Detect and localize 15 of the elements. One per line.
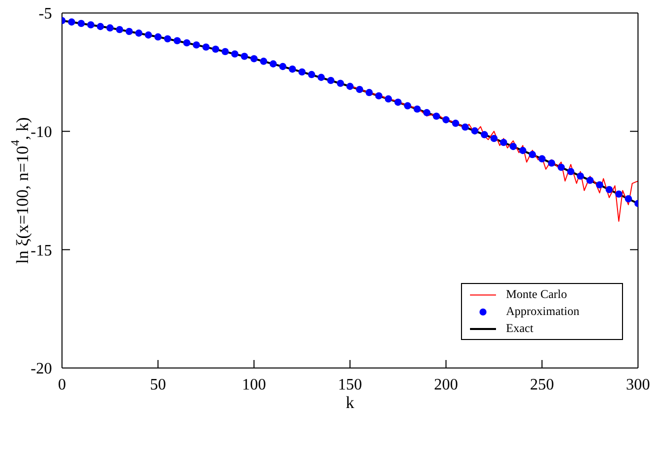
x-tick-label: 150 <box>338 376 362 394</box>
x-tick-label: 100 <box>242 376 266 394</box>
legend-label: Approximation <box>506 304 580 319</box>
y-tick-label: -15 <box>30 242 52 260</box>
x-tick-label: 250 <box>530 376 554 394</box>
y-tick-label: -10 <box>30 124 52 142</box>
x-tick-label: 50 <box>150 376 166 394</box>
x-tick-label: 300 <box>626 376 650 394</box>
legend-label: Exact <box>506 321 534 336</box>
x-axis-title: k <box>346 393 355 412</box>
y-tick-label: -20 <box>30 360 52 378</box>
x-tick-label: 0 <box>58 376 66 394</box>
legend-label: Monte Carlo <box>506 287 567 302</box>
x-tick-label: 200 <box>434 376 458 394</box>
y-tick-label: -5 <box>38 6 52 23</box>
